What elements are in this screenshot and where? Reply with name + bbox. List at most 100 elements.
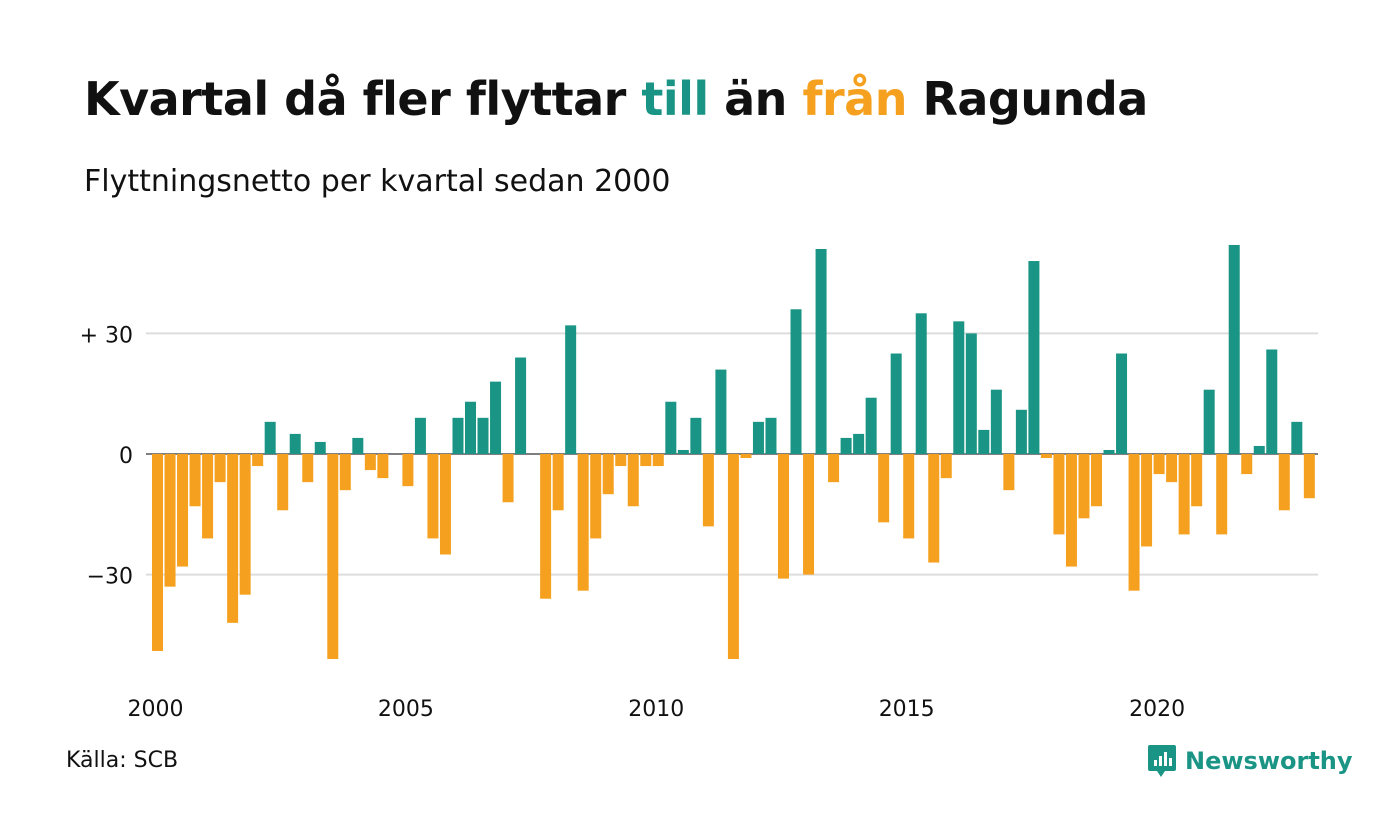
bar-negative [1153, 454, 1165, 475]
bar-negative [1166, 454, 1178, 483]
bar-negative [1303, 454, 1315, 499]
bar-negative [1178, 454, 1190, 535]
bar-positive [715, 369, 727, 454]
x-tick-label: 2010 [628, 697, 684, 722]
bar-positive [978, 429, 990, 454]
bar-positive [853, 433, 865, 454]
bar-negative [602, 454, 614, 495]
bar-positive [915, 313, 927, 454]
bar-negative [327, 454, 339, 660]
bar-negative [903, 454, 915, 539]
bar-negative [1278, 454, 1290, 511]
bar-negative [940, 454, 952, 479]
bar-negative [252, 454, 264, 467]
chart-title: Kvartal då fler flyttar till än från Rag… [84, 72, 1148, 126]
bar-positive [515, 357, 527, 454]
bar-negative [928, 454, 940, 563]
title-part-3: Ragunda [906, 72, 1148, 126]
bar-positive [490, 381, 502, 454]
bar-negative [227, 454, 239, 623]
bar-negative [1053, 454, 1065, 535]
y-tick-label: + 30 [80, 323, 133, 348]
title-part-1: Kvartal då fler flyttar [84, 72, 642, 126]
bar-negative [152, 454, 163, 651]
bar-positive [1228, 244, 1240, 454]
bar-negative [828, 454, 840, 483]
bar-positive [865, 397, 877, 454]
bar-negative [239, 454, 251, 595]
bar-positive [790, 309, 802, 454]
bar-positive [1015, 409, 1027, 454]
title-part-2: än [708, 72, 803, 126]
bar-positive [1291, 421, 1303, 454]
brand-name: Newsworthy [1185, 747, 1353, 775]
bar-negative [727, 454, 739, 660]
bar-positive [289, 433, 301, 454]
bar-negative [803, 454, 815, 575]
bar-positive [890, 353, 902, 454]
bar-negative [590, 454, 602, 539]
bar-negative [1141, 454, 1153, 547]
bar-negative [577, 454, 589, 591]
bar-negative [402, 454, 414, 487]
bar-negative [652, 454, 664, 467]
bar-negative [302, 454, 314, 483]
bar-positive [1116, 353, 1128, 454]
bar-negative [1040, 454, 1052, 459]
bar-positive [665, 401, 677, 454]
bar-positive [264, 421, 276, 454]
bar-negative [189, 454, 201, 507]
bar-positive [840, 437, 852, 454]
bar-positive [815, 248, 827, 454]
newsworthy-logo: Newsworthy [1147, 743, 1353, 779]
x-tick-label: 2005 [378, 697, 434, 722]
bar-negative [540, 454, 552, 599]
bar-negative [1128, 454, 1140, 591]
bar-positive [752, 421, 764, 454]
bar-positive [477, 417, 489, 454]
bar-positive [765, 417, 777, 454]
bar-negative [377, 454, 389, 479]
bar-positive [953, 321, 965, 454]
bar-negative [640, 454, 652, 467]
bar-positive [414, 417, 426, 454]
bar-positive [677, 449, 689, 454]
bar-negative [1078, 454, 1090, 519]
bar-negative [439, 454, 451, 555]
bar-positive [1103, 449, 1115, 454]
bar-negative [277, 454, 289, 511]
source-label: Källa: SCB [66, 748, 179, 773]
bar-positive [990, 389, 1002, 454]
bar-negative [339, 454, 351, 491]
bar-chart: + 30 0 −30 2000 2005 2010 2015 2020 [80, 244, 1318, 722]
bar-positive [690, 417, 702, 454]
bar-negative [1216, 454, 1228, 535]
bar-negative [1191, 454, 1203, 507]
bar-negative [1241, 454, 1253, 475]
title-till: till [641, 72, 709, 126]
bar-positive [352, 437, 364, 454]
bar-negative [164, 454, 176, 587]
x-tick-label: 2000 [128, 697, 184, 722]
bar-positive [314, 441, 326, 454]
bar-negative [1003, 454, 1015, 491]
bar-negative [778, 454, 789, 579]
bar-positive [452, 417, 464, 454]
bar-negative [364, 454, 376, 471]
bar-negative [1091, 454, 1102, 507]
y-tick-label: 0 [119, 444, 133, 469]
bar-negative [1065, 454, 1077, 567]
bar-negative [502, 454, 514, 503]
chart-subtitle: Flyttningsnetto per kvartal sedan 2000 [84, 164, 671, 199]
bar-negative [427, 454, 439, 539]
title-fran: från [802, 72, 907, 126]
bar-positive [1266, 349, 1278, 454]
bar-negative [627, 454, 639, 507]
x-tick-label: 2020 [1129, 697, 1185, 722]
bar-negative [214, 454, 226, 483]
bar-negative [702, 454, 714, 527]
bar-positive [1028, 261, 1040, 454]
bar-negative [552, 454, 564, 511]
bar-positive [965, 333, 977, 454]
bar-positive [1253, 445, 1265, 454]
